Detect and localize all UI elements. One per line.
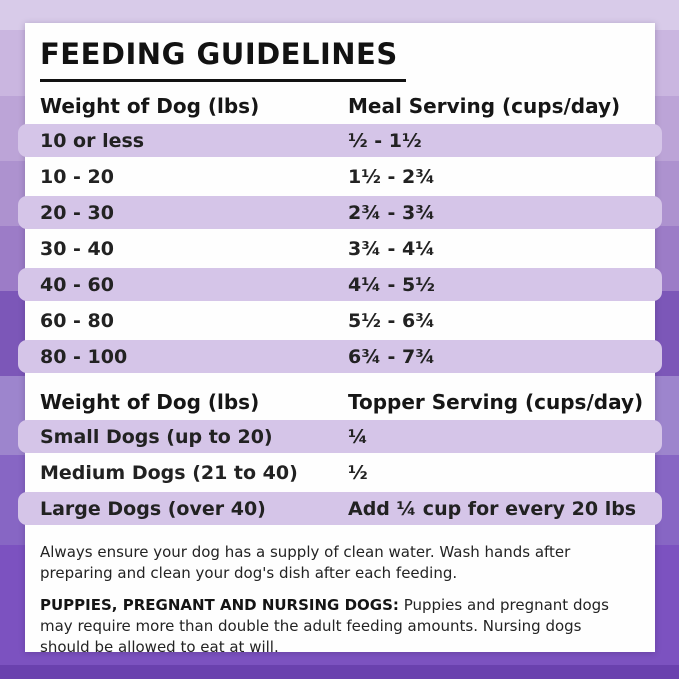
- topper-serving-table: Weight of Dog (lbs) Topper Serving (cups…: [18, 387, 662, 525]
- meal-table-header: Weight of Dog (lbs) Meal Serving (cups/d…: [18, 91, 662, 121]
- serving-cell: 6¾ - 7¾: [348, 345, 435, 368]
- table-row: 80 - 100 6¾ - 7¾: [18, 340, 662, 373]
- weight-cell: Large Dogs (over 40): [40, 497, 266, 520]
- column-header-topper-serving: Topper Serving (cups/day): [348, 390, 644, 414]
- weight-cell: 30 - 40: [40, 237, 114, 260]
- serving-cell: 5½ - 6¾: [348, 309, 435, 332]
- water-note: Always ensure your dog has a supply of c…: [40, 543, 571, 582]
- table-row: Medium Dogs (21 to 40) ½: [18, 456, 662, 489]
- special-note: PUPPIES, PREGNANT AND NURSING DOGS: Pupp…: [40, 595, 631, 657]
- page-title: FEEDING GUIDELINES: [40, 37, 406, 82]
- footnotes: Always ensure your dog has a supply of c…: [40, 542, 631, 657]
- table-row: Small Dogs (up to 20) ¼: [18, 420, 662, 453]
- column-header-weight: Weight of Dog (lbs): [40, 390, 260, 414]
- guidelines-card: FEEDING GUIDELINES Weight of Dog (lbs) M…: [18, 23, 662, 656]
- table-row: 10 - 20 1½ - 2¾: [18, 160, 662, 193]
- weight-cell: Small Dogs (up to 20): [40, 425, 273, 448]
- meal-table-rows: 10 or less ½ - 1½ 10 - 20 1½ - 2¾ 20 - 3…: [18, 124, 662, 373]
- weight-cell: 80 - 100: [40, 345, 128, 368]
- weight-cell: 10 - 20: [40, 165, 114, 188]
- table-row: 60 - 80 5½ - 6¾: [18, 304, 662, 337]
- serving-cell: ½ - 1½: [348, 129, 422, 152]
- weight-cell: 10 or less: [40, 129, 145, 152]
- weight-cell: 20 - 30: [40, 201, 114, 224]
- column-header-meal-serving: Meal Serving (cups/day): [348, 94, 621, 118]
- table-row: 10 or less ½ - 1½: [18, 124, 662, 157]
- weight-cell: 40 - 60: [40, 273, 114, 296]
- serving-cell: 1½ - 2¾: [348, 165, 435, 188]
- topper-table-header: Weight of Dog (lbs) Topper Serving (cups…: [18, 387, 662, 417]
- serving-cell: ½: [348, 461, 368, 484]
- serving-cell: Add ¼ cup for every 20 lbs: [348, 497, 637, 520]
- title-block: FEEDING GUIDELINES: [40, 37, 655, 82]
- serving-cell: ¼: [348, 425, 368, 448]
- column-header-weight: Weight of Dog (lbs): [40, 94, 260, 118]
- special-note-label: PUPPIES, PREGNANT AND NURSING DOGS:: [40, 596, 399, 615]
- special-note-text: Puppies and pregnant dogs may require mo…: [40, 596, 609, 656]
- table-row: 40 - 60 4¼ - 5½: [18, 268, 662, 301]
- table-row: Large Dogs (over 40) Add ¼ cup for every…: [18, 492, 662, 525]
- serving-cell: 4¼ - 5½: [348, 273, 435, 296]
- table-row: 20 - 30 2¾ - 3¾: [18, 196, 662, 229]
- weight-cell: Medium Dogs (21 to 40): [40, 461, 298, 484]
- table-row: 30 - 40 3¾ - 4¼: [18, 232, 662, 265]
- meal-serving-table: Weight of Dog (lbs) Meal Serving (cups/d…: [18, 91, 662, 373]
- weight-cell: 60 - 80: [40, 309, 114, 332]
- serving-cell: 3¾ - 4¼: [348, 237, 435, 260]
- topper-table-rows: Small Dogs (up to 20) ¼ Medium Dogs (21 …: [18, 420, 662, 525]
- serving-cell: 2¾ - 3¾: [348, 201, 435, 224]
